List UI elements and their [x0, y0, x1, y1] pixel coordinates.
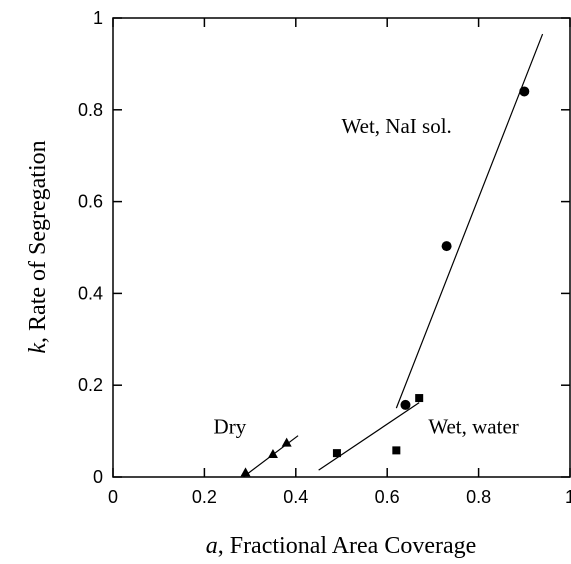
- fit-lines: [242, 33, 544, 478]
- data-point-circle: [441, 241, 452, 252]
- y-tick-label: 0.6: [78, 192, 103, 212]
- x-tick-label: 0.4: [283, 487, 308, 507]
- x-axis-text: , Fractional Area Coverage: [218, 533, 477, 559]
- x-tick-label: 0.6: [375, 487, 400, 507]
- data-markers: [240, 86, 530, 477]
- x-tick-label: 0.2: [192, 487, 217, 507]
- data-point-square: [415, 394, 424, 403]
- data-point-triangle: [267, 449, 278, 459]
- x-axis-title: a, Fractional Area Coverage: [206, 533, 477, 559]
- y-tick-label: 1: [93, 8, 103, 28]
- plot-frame: [112, 17, 571, 478]
- y-axis-title: k, Rate of Segregation: [25, 140, 51, 353]
- data-point-square: [332, 449, 341, 458]
- fit-line-square: [318, 402, 420, 471]
- fit-line-circle: [395, 33, 544, 409]
- data-point-triangle: [281, 437, 292, 447]
- x-tick-label: 0.8: [466, 487, 491, 507]
- annotation-wet-water: Wet, water: [428, 414, 518, 438]
- y-tick-label: 0.8: [78, 100, 103, 120]
- y-tick-label: 0: [93, 467, 103, 487]
- data-point-triangle: [240, 467, 251, 477]
- y-axis-variable: k: [25, 343, 51, 354]
- annotation-dry: Dry: [214, 414, 247, 438]
- y-axis-text: , Rate of Segregation: [25, 140, 51, 343]
- data-point-square: [392, 446, 401, 455]
- x-tick-label: 0: [108, 487, 118, 507]
- annotation-wet-nai: Wet, NaI sol.: [342, 114, 452, 138]
- axis-ticks: [112, 17, 571, 478]
- x-tick-label: 1: [565, 487, 571, 507]
- plot-area: 0 0.2 0.4 0.6 0.8 1 0 0.2 0.4 0.6 0.8 1 Dry Wet, wat…: [78, 8, 571, 507]
- y-tick-label: 0.2: [78, 375, 103, 395]
- data-point-circle: [519, 86, 530, 97]
- x-axis-variable: a: [206, 533, 218, 559]
- tick-labels: 0 0.2 0.4 0.6 0.8 1 0 0.2 0.4 0.6 0.8 1: [78, 8, 571, 507]
- data-point-circle: [400, 399, 411, 410]
- y-tick-label: 0.4: [78, 283, 103, 303]
- annotations: Dry Wet, water Wet, NaI sol.: [214, 114, 519, 439]
